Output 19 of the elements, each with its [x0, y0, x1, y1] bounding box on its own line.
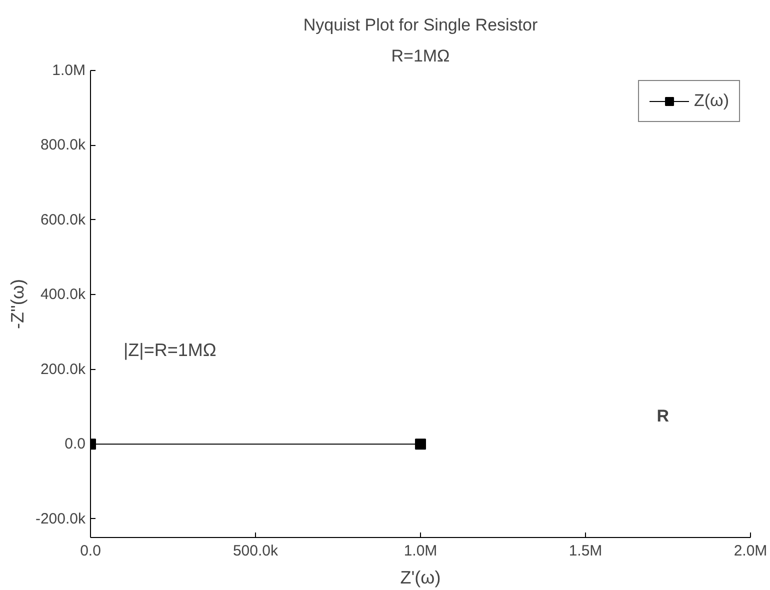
- legend-label: Z(ω): [694, 91, 729, 111]
- y-tick-label: 0.0: [64, 436, 86, 453]
- y-tick-label: 800.0k: [40, 136, 86, 154]
- y-tick-label: 1.0M: [52, 62, 86, 79]
- y-tick-label: 400.0k: [40, 286, 86, 304]
- x-tick-label: 0.0: [80, 542, 101, 560]
- annotation: |Z|=R=1MΩ: [124, 340, 216, 360]
- y-tick-label: -200.0k: [35, 510, 86, 528]
- chart-subtitle: R=1MΩ: [391, 46, 450, 66]
- x-tick-label: 1.0M: [404, 542, 438, 560]
- x-axis-title: Z'(ω): [400, 568, 441, 588]
- x-tick-label: 1.5M: [568, 542, 602, 560]
- annotation: R: [656, 406, 670, 426]
- y-tick-label: 200.0k: [40, 360, 86, 378]
- chart-title: Nyquist Plot for Single Resistor: [303, 16, 538, 34]
- x-tick-label: 500.0k: [232, 542, 279, 560]
- y-axis-title: -Z''(ω): [7, 279, 28, 329]
- y-tick-label: 600.0k: [40, 211, 86, 228]
- x-tick-label: 2.0M: [734, 542, 768, 560]
